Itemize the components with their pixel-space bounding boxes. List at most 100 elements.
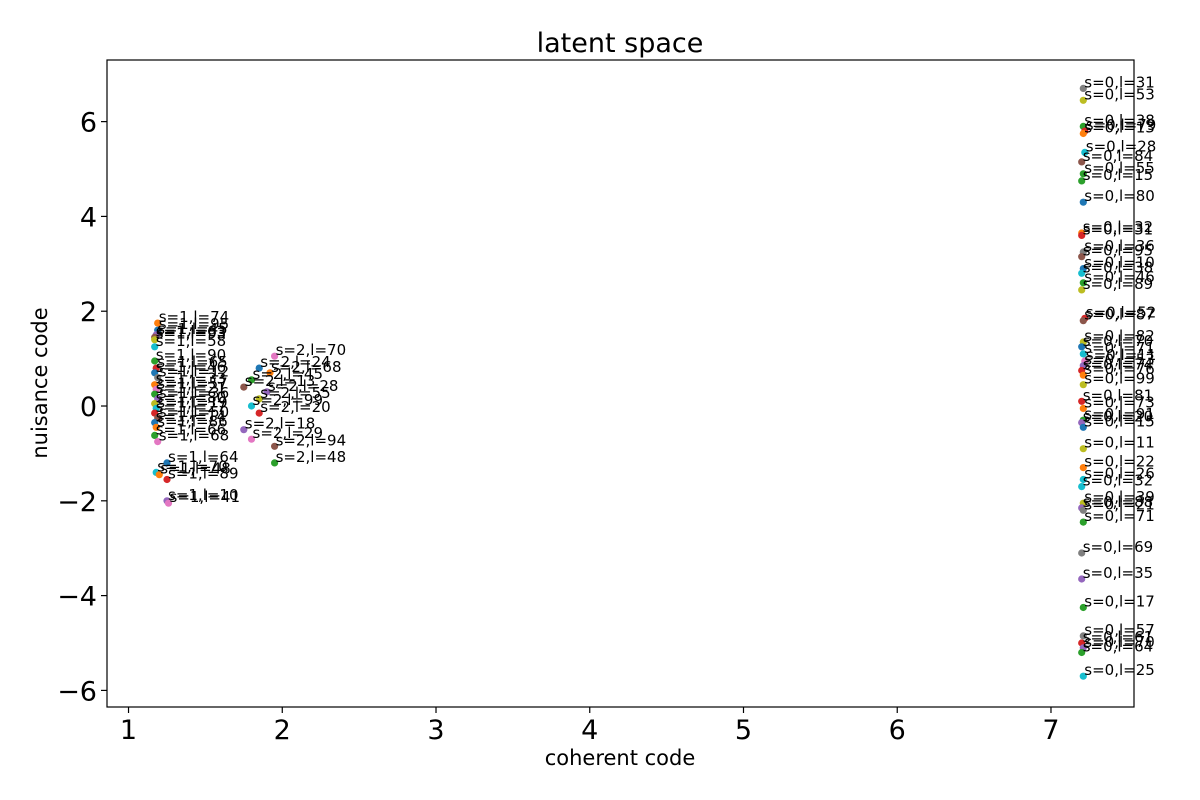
point-label: s=2,l=55 (260, 384, 331, 402)
point-label: s=1,l=48 (160, 460, 231, 478)
point-label: s=2,l=45 (253, 365, 324, 383)
point-label: s=2,l=68 (271, 358, 342, 376)
point-label: s=1,l=74 (159, 308, 230, 326)
scatter-point (1078, 231, 1086, 239)
point-label: s=0,l=95 (1083, 242, 1154, 260)
point-label: s=1,l=10 (168, 486, 239, 504)
point-label: s=0,l=91 (1084, 405, 1155, 423)
point-label: s=1,l=63 (156, 322, 227, 340)
y-tick-label: −6 (57, 676, 97, 707)
y-tick-label: 2 (80, 297, 97, 328)
point-label: s=2,l=94 (276, 431, 347, 449)
scatter-point (1079, 129, 1087, 138)
point-label: s=2,l=48 (276, 448, 347, 466)
point-label: s=1,l=66 (156, 420, 227, 438)
point-label: s=0,l=53 (1084, 85, 1155, 103)
point-label: s=0,l=89 (1083, 275, 1154, 293)
point-label: s=0,l=11 (1084, 434, 1155, 452)
scatter-point (1079, 317, 1087, 325)
scatter-point (263, 388, 271, 396)
scatter-point (163, 475, 171, 484)
point-label: s=2,l=29 (253, 424, 324, 442)
scatter-point (1079, 518, 1087, 526)
point-label: s=0,l=21 (1084, 495, 1155, 513)
x-tick-label: 2 (274, 715, 291, 746)
y-axis-label: nuisance code (28, 307, 52, 458)
point-label: s=1,l=36 (159, 384, 230, 402)
scatter-point (1078, 397, 1086, 405)
point-label: s=2,l=70 (276, 341, 347, 359)
x-tick-label: 6 (889, 715, 906, 746)
point-label: s=1,l=95 (159, 315, 230, 333)
point-label: s=0,l=55 (1084, 159, 1155, 177)
scatter-point (240, 426, 248, 434)
scatter-point (1081, 148, 1089, 156)
x-axis: 1 2 3 4 5 6 7 (120, 707, 1060, 746)
scatter-point (1079, 96, 1087, 104)
scatter-point (1079, 475, 1087, 484)
scatter-point (154, 319, 162, 327)
scatter-point (1079, 279, 1087, 287)
scatter-point (240, 383, 248, 391)
point-label: s=0,l=52 (1086, 303, 1157, 321)
scatter-point (155, 471, 163, 479)
scatter-point (247, 435, 256, 443)
scatter-point (151, 343, 159, 351)
point-label: s=1,l=14 (156, 408, 227, 426)
scatter-point (1078, 648, 1086, 657)
point-label: s=0,l=22 (1084, 453, 1155, 471)
point-label: s=0,l=87 (1084, 306, 1155, 324)
point-label: s=0,l=36 (1084, 237, 1155, 255)
point-label: s=0,l=10 (1084, 254, 1155, 272)
scatter-point (1079, 603, 1087, 612)
point-label: s=0,l=99 (1084, 370, 1155, 388)
scatter-point (271, 459, 279, 467)
scatter-point (1078, 269, 1086, 277)
x-tick-label: 1 (120, 715, 137, 746)
x-tick-label: 3 (427, 715, 444, 746)
point-label: s=0,l=28 (1086, 137, 1157, 155)
scatter-point (1079, 404, 1087, 412)
point-label: s=1,l=21 (156, 379, 227, 397)
scatter-point (151, 357, 159, 365)
point-label: s=0,l=57 (1084, 621, 1155, 639)
plot-area-frame (106, 59, 1135, 708)
point-label: s=0,l=25 (1084, 661, 1155, 679)
x-tick-label: 5 (735, 715, 752, 746)
point-label: s=1,l=58 (156, 332, 227, 350)
point-label: s=0,l=46 (1084, 268, 1155, 286)
point-label: s=0,l=88 (1083, 493, 1154, 511)
scatter-point (247, 376, 256, 384)
point-label: s=0,l=69 (1083, 538, 1154, 556)
scatter-point (271, 442, 279, 450)
point-label: s=0,l=11 (1086, 346, 1157, 364)
point-label: s=0,l=20 (1083, 408, 1154, 426)
scatter-point (164, 499, 173, 507)
point-label: s=0,l=26 (1084, 465, 1155, 483)
point-label: s=2,l=28 (268, 377, 339, 395)
point-label: s=1,l=57 (157, 374, 228, 392)
point-label: s=0,l=32 (1083, 472, 1154, 490)
point-label: s=0,l=38 (1084, 111, 1155, 129)
point-label: s=0,l=76 (1084, 360, 1155, 378)
point-label: s=1,l=45 (157, 320, 228, 338)
scatter-point (1078, 177, 1086, 185)
point-label: s=0,l=70 (1084, 633, 1155, 651)
point-label: s=1,l=33 (156, 370, 227, 388)
point-label: s=2,l=13 (245, 372, 316, 390)
point-label: s=0,l=81 (1083, 386, 1154, 404)
scatter-point (247, 402, 256, 410)
point-label: s=1,l=90 (156, 346, 227, 364)
point-label: s=0,l=71 (1084, 507, 1155, 525)
scatter-point (152, 423, 160, 431)
scatter-point (151, 336, 159, 344)
scatter-point (255, 364, 263, 372)
point-label: s=0,l=39 (1084, 488, 1155, 506)
scatter-point (1079, 672, 1087, 680)
scatter-point (1079, 632, 1087, 640)
point-label: s=1,l=65 (157, 353, 228, 371)
scatter-point (1078, 286, 1086, 294)
point-label: s=2,l=18 (245, 415, 316, 433)
point-label: s=1,l=12 (159, 363, 230, 381)
